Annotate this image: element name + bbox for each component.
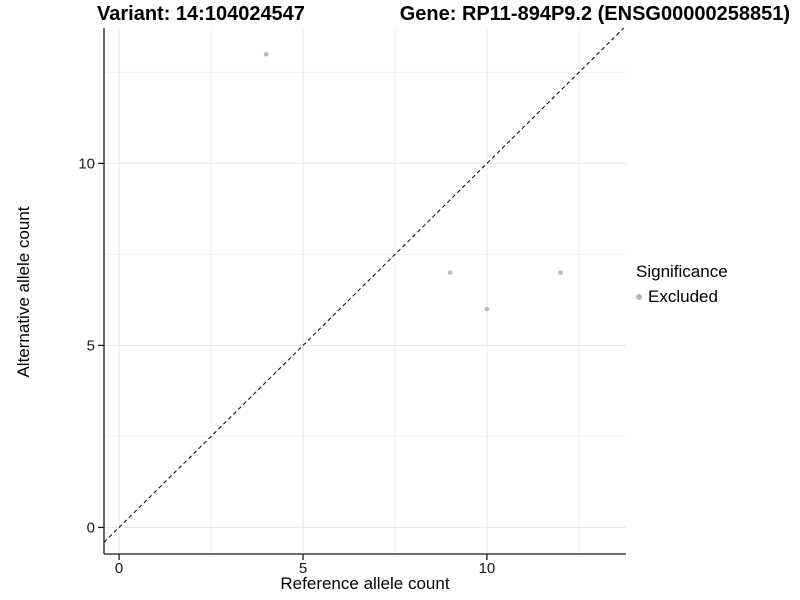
- y-tick-label: 0: [87, 519, 95, 536]
- legend-title: Significance: [636, 262, 728, 281]
- y-axis-title: Alternative allele count: [14, 206, 33, 378]
- legend-item-excluded: Excluded: [636, 287, 728, 307]
- legend-item-label: Excluded: [648, 287, 718, 306]
- data-point: [263, 51, 269, 57]
- legend-key-point-icon: [636, 294, 642, 300]
- plot-title-gene: Gene: RP11-894P9.2 (ENSG00000258851): [399, 3, 790, 25]
- identity-line: [103, 27, 625, 543]
- data-point: [484, 306, 490, 312]
- y-tick-label: 10: [78, 155, 95, 172]
- x-axis-title: Reference allele count: [280, 574, 450, 593]
- data-point: [447, 270, 453, 275]
- x-tick-label: 10: [479, 560, 496, 577]
- plot-title-variant: Variant: 14:104024547: [97, 3, 305, 25]
- x-tick-label: 0: [115, 560, 123, 577]
- y-tick-label: 5: [87, 337, 95, 354]
- data-point: [558, 270, 563, 275]
- legend: Significance Excluded: [636, 262, 728, 307]
- x-tick-label: 5: [299, 560, 307, 577]
